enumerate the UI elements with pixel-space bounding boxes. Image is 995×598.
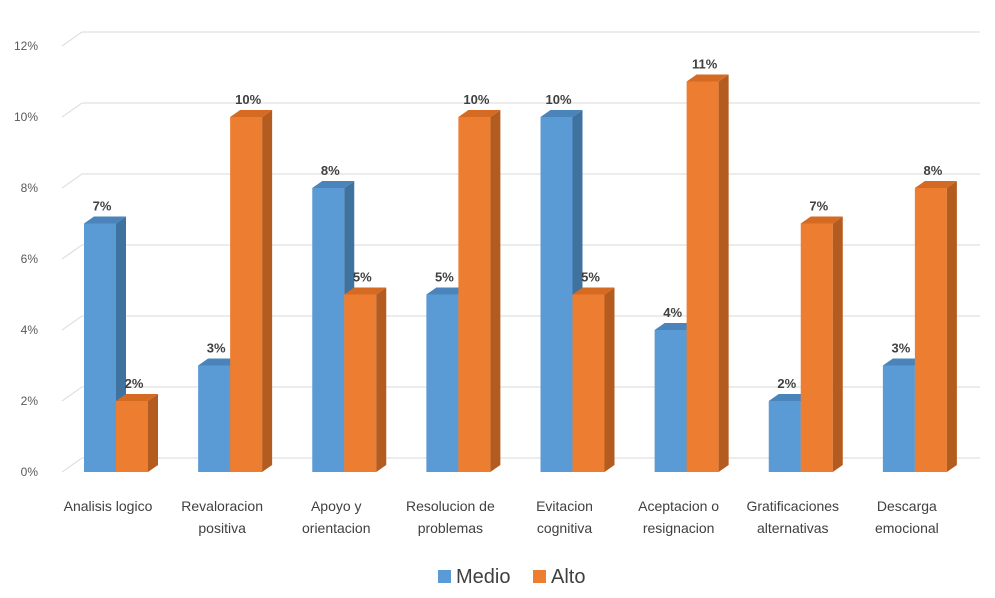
bar-front: [882, 365, 915, 472]
legend-label: Medio: [456, 566, 510, 588]
y-tick-label: 4%: [21, 323, 39, 337]
bar-front: [312, 188, 345, 472]
bar-top: [686, 74, 729, 82]
bar-top: [312, 181, 355, 188]
bar-side: [376, 287, 387, 472]
bar-alto: 5%: [572, 270, 615, 472]
bar-front: [572, 294, 605, 472]
bar-front: [800, 223, 833, 472]
bar-top: [540, 110, 583, 117]
x-tick-label: Evitacion cognitiva: [536, 498, 593, 536]
gridline-depth: [61, 457, 83, 473]
data-label: 5%: [435, 270, 454, 285]
bar-top: [572, 287, 615, 295]
bar-side: [490, 110, 501, 472]
bar-front: [116, 401, 148, 472]
bar-top: [882, 358, 925, 366]
legend-swatch: [438, 570, 451, 583]
bar-top: [800, 216, 843, 224]
y-tick-label: 12%: [14, 39, 38, 53]
legend-label: Alto: [551, 566, 585, 588]
legend-item-medio: Medio: [438, 566, 510, 588]
legend: Medio Alto: [438, 566, 585, 588]
bar-alto: 10%: [230, 92, 273, 472]
x-tick-label: Gratificaciones alternativas: [746, 498, 839, 536]
data-label: 10%: [235, 92, 261, 107]
gridline-depth: [61, 102, 83, 118]
bar-front: [540, 117, 573, 472]
y-tick-label: 8%: [21, 181, 39, 195]
data-label: 7%: [93, 199, 112, 214]
bar-front: [654, 330, 687, 472]
data-label: 5%: [353, 270, 372, 285]
bar-top: [426, 287, 469, 295]
data-label: 10%: [463, 92, 489, 107]
data-label: 3%: [891, 341, 910, 356]
bar-top: [198, 358, 241, 366]
y-tick-label: 10%: [14, 110, 38, 124]
bar-alto: 7%: [800, 199, 843, 472]
bar-side: [946, 181, 957, 472]
data-label: 11%: [692, 57, 718, 72]
bar-top: [458, 110, 501, 117]
bar-front: [198, 365, 231, 472]
x-tick-label: Revaloracion positiva: [181, 498, 263, 536]
data-label: 5%: [581, 270, 600, 285]
y-tick-label: 2%: [21, 394, 39, 408]
data-label: 10%: [545, 92, 571, 107]
x-tick-label: Apoyo y orientacion: [302, 498, 371, 536]
x-tick-label: Aceptacion o resignacion: [638, 498, 719, 536]
bar-alto: 10%: [458, 92, 501, 472]
bar-alto: 8%: [914, 163, 957, 472]
bar-side: [262, 110, 273, 472]
data-label: 2%: [125, 376, 144, 391]
bar-alto: 2%: [116, 376, 158, 472]
gridline-depth: [61, 31, 83, 47]
y-tick-label: 6%: [21, 252, 39, 266]
bar-top: [84, 216, 126, 224]
data-label: 2%: [777, 376, 796, 391]
bar-top: [344, 287, 387, 295]
bar-top: [116, 394, 158, 401]
data-label: 7%: [809, 199, 828, 214]
bar-front: [230, 117, 263, 472]
data-label: 8%: [321, 163, 340, 178]
bar-side: [148, 394, 158, 472]
bar-front: [768, 401, 801, 472]
x-tick-label: Resolucion de problemas: [406, 498, 495, 536]
legend-swatch: [533, 570, 546, 583]
bar-side: [604, 287, 615, 472]
x-tick-label: Analisis logico: [64, 498, 153, 514]
data-label: 3%: [207, 341, 226, 356]
bar-top: [768, 394, 811, 401]
bar-front: [84, 223, 116, 472]
bar-front: [458, 117, 491, 472]
bar-top: [230, 110, 273, 117]
legend-item-alto: Alto: [533, 566, 585, 588]
x-tick-label: Descarga emocional: [875, 498, 939, 536]
bar-alto: 11%: [686, 57, 729, 472]
bar-front: [686, 81, 719, 472]
y-tick-label: 0%: [21, 465, 39, 479]
bar-alto: 5%: [344, 270, 387, 472]
bar-front: [426, 294, 459, 472]
gridline-depth: [61, 315, 83, 331]
bar-front: [344, 294, 377, 472]
data-label: 4%: [663, 305, 682, 320]
gridline-depth: [61, 386, 83, 402]
bar-side: [718, 74, 729, 472]
bar-front: [914, 188, 947, 472]
bar-top: [914, 181, 957, 188]
bar-top: [654, 323, 697, 330]
data-label: 8%: [923, 163, 942, 178]
gridline-depth: [61, 173, 83, 189]
gridline-depth: [61, 244, 83, 260]
bar-side: [832, 216, 843, 472]
